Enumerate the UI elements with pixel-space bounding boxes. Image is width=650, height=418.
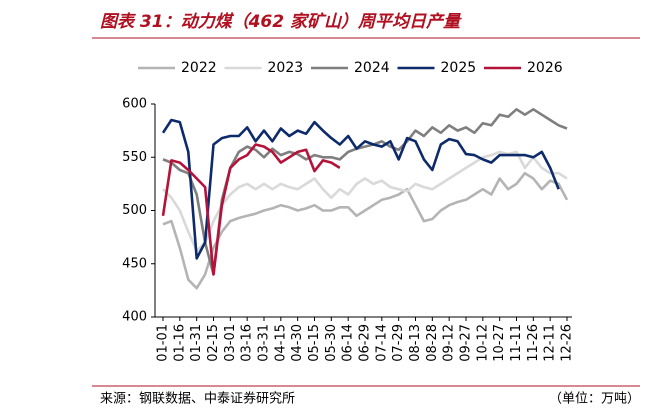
legend-label: 2022 <box>181 60 217 76</box>
unit-note: （单位：万吨） <box>549 392 640 407</box>
x-tick-label: 07-14 <box>374 324 389 362</box>
x-tick-label: 08-28 <box>425 324 440 362</box>
x-tick-label: 11-11 <box>509 324 524 362</box>
x-tick-label: 01-16 <box>172 324 187 362</box>
legend-label: 2024 <box>354 60 390 76</box>
x-tick-label: 04-30 <box>290 324 305 362</box>
y-tick-label: 550 <box>122 150 147 165</box>
x-tick-label: 12-26 <box>560 324 575 362</box>
x-tick-label: 01-01 <box>156 324 171 362</box>
series-line <box>161 143 341 276</box>
legend-label: 2025 <box>441 60 477 76</box>
x-tick-label: 08-13 <box>408 324 423 362</box>
y-tick-label: 450 <box>122 256 147 271</box>
x-tick-label: 03-01 <box>223 324 238 362</box>
legend-label: 2023 <box>268 60 304 76</box>
legend-label: 2026 <box>527 60 563 76</box>
x-tick-label: 09-12 <box>442 324 457 362</box>
x-tick-label: 06-29 <box>358 324 373 362</box>
x-tick-label: 10-27 <box>492 324 507 362</box>
x-tick-label: 09-27 <box>459 324 474 362</box>
x-tick-label: 07-29 <box>391 324 406 362</box>
series-line <box>162 150 568 253</box>
x-tick-label: 06-14 <box>341 324 356 362</box>
source-note: 来源：钢联数据、中泰证券研究所 <box>100 391 295 407</box>
x-tick-label: 03-16 <box>240 324 255 362</box>
x-tick-label: 01-31 <box>189 324 204 362</box>
x-tick-label: 02-15 <box>206 324 221 362</box>
y-tick-label: 500 <box>122 203 147 218</box>
x-tick-label: 11-26 <box>526 324 541 362</box>
chart-title: 图表 31：动力煤（462 家矿山）周平均日产量 <box>100 12 462 32</box>
x-tick-label: 05-15 <box>307 324 322 362</box>
x-tick-label: 04-15 <box>273 324 288 362</box>
x-tick-label: 10-12 <box>475 324 490 362</box>
series-line <box>162 171 569 290</box>
x-tick-label: 05-30 <box>324 324 339 362</box>
x-tick-label: 03-31 <box>257 324 272 362</box>
series-line <box>161 118 560 260</box>
x-tick-label: 12-11 <box>543 324 558 362</box>
y-tick-label: 600 <box>122 97 147 112</box>
y-tick-label: 400 <box>122 310 147 325</box>
